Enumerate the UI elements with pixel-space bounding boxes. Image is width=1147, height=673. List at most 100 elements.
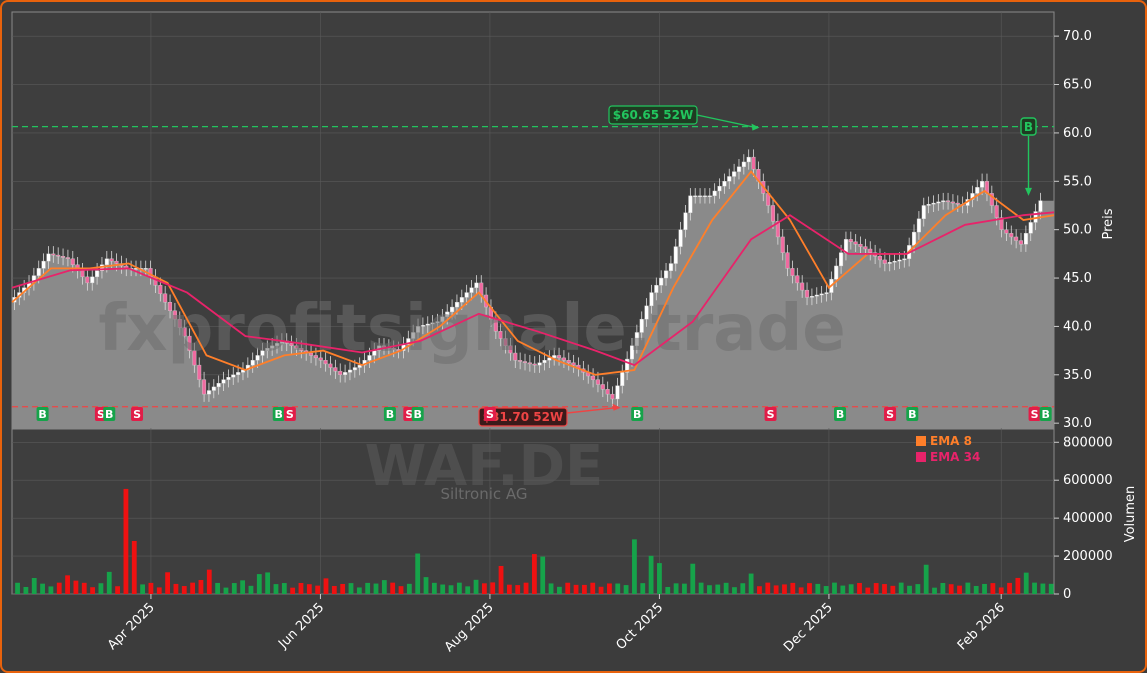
volume-bar xyxy=(523,582,529,594)
signal-label: B xyxy=(386,408,394,421)
candle-body xyxy=(809,295,814,298)
volume-bar xyxy=(807,583,812,594)
ticker-watermark: WAF.DE xyxy=(365,434,604,499)
candle-body xyxy=(892,260,897,263)
candle-body xyxy=(518,360,523,362)
candle-body xyxy=(751,156,756,170)
time-tick-label: Aug 2025 xyxy=(442,600,497,655)
candle-body xyxy=(566,360,571,363)
signal-label: S xyxy=(1031,408,1039,421)
candle-body xyxy=(440,316,445,322)
volume-bar xyxy=(615,583,621,594)
candle-body xyxy=(989,193,994,206)
candle-body xyxy=(912,231,917,246)
volume-bar xyxy=(306,584,312,594)
candle-body xyxy=(435,321,440,323)
candle-body xyxy=(848,239,853,242)
time-tick-label: Jun 2025 xyxy=(275,600,327,652)
volume-bar xyxy=(248,585,254,594)
candle-body xyxy=(1004,229,1009,234)
candle-body xyxy=(367,355,372,361)
candle-body xyxy=(595,379,600,385)
volume-bar xyxy=(40,583,45,594)
volume-bar xyxy=(331,585,337,594)
volume-bar xyxy=(790,582,796,594)
candle-body xyxy=(289,343,294,346)
volume-bar xyxy=(381,580,387,594)
volume-bar xyxy=(356,587,362,594)
candle-body xyxy=(591,375,596,380)
candle-body xyxy=(260,350,265,356)
volume-bar xyxy=(940,582,946,594)
legend-swatch xyxy=(916,436,926,446)
volume-bar xyxy=(798,587,804,594)
candle-body xyxy=(926,204,931,206)
candle-body xyxy=(323,360,328,365)
candle-body xyxy=(746,156,751,163)
candle-body xyxy=(197,364,202,380)
candle-body xyxy=(80,270,85,278)
volume-bar xyxy=(890,585,896,594)
volume-bar xyxy=(198,579,204,594)
candle-body xyxy=(430,322,435,325)
volume-bar xyxy=(181,586,187,594)
candle-body xyxy=(236,372,241,375)
price-tick-label: 65.0 xyxy=(1063,78,1092,93)
candle-body xyxy=(887,262,892,264)
candle-body xyxy=(693,195,698,198)
candle-body xyxy=(537,362,542,366)
volume-bar xyxy=(1032,582,1037,594)
signal-label: B xyxy=(105,408,113,421)
volume-bar xyxy=(123,488,129,594)
volume-bar xyxy=(106,571,112,594)
volume-bar xyxy=(965,582,971,594)
candle-body xyxy=(294,345,299,349)
volume-bar xyxy=(707,585,712,594)
volume-bar xyxy=(290,587,296,594)
volume-bar xyxy=(98,583,104,594)
buy-signal-marker xyxy=(411,407,424,421)
candle-body xyxy=(557,355,562,359)
volume-bar xyxy=(915,584,921,594)
candle-body xyxy=(352,367,357,371)
signal-label: S xyxy=(486,408,494,421)
watermarks: fxprofitsignale.trade WAF.DE Siltronic A… xyxy=(98,292,845,503)
candle-body xyxy=(498,331,503,339)
candle-body xyxy=(255,355,260,361)
52w-levels: $60.65 52W $31.70 52W xyxy=(12,105,1054,427)
volume-bar xyxy=(1048,583,1054,594)
volume-bar xyxy=(607,583,612,594)
price-tick-label: 45.0 xyxy=(1063,271,1092,286)
candle-body xyxy=(561,357,566,361)
volume-bar xyxy=(431,582,437,594)
candle-body xyxy=(625,358,630,373)
candle-body xyxy=(1038,200,1043,212)
volume-bar xyxy=(723,582,729,594)
signal-label: S xyxy=(405,408,413,421)
volume-bar xyxy=(498,565,504,594)
company-watermark: Siltronic AG xyxy=(440,485,527,503)
signal-label: B xyxy=(908,408,916,421)
volume-bar xyxy=(832,582,837,594)
price-axis: 30.0 35.0 40.0 45.0 50.0 55.0 60.0 65.0 70.0 xyxy=(1054,29,1092,431)
candle-body xyxy=(858,243,863,247)
52w-low-arrow xyxy=(566,407,617,414)
candle-body xyxy=(736,166,741,172)
volume-bar xyxy=(23,586,29,594)
candle-body xyxy=(532,363,537,366)
volume-bar xyxy=(223,587,229,594)
candle-body xyxy=(931,202,936,205)
candle-body xyxy=(999,217,1004,230)
signal-label: S xyxy=(767,408,775,421)
volume-bar xyxy=(140,584,145,594)
candle-body xyxy=(605,389,610,395)
volume-bar xyxy=(365,582,371,594)
volume-bar xyxy=(190,582,196,594)
candle-body xyxy=(882,259,887,264)
volume-bar xyxy=(990,583,996,594)
signal-label: S xyxy=(133,408,141,421)
volume-bar xyxy=(506,584,512,594)
volume-bar xyxy=(840,585,846,594)
volume-bar xyxy=(481,583,487,594)
volume-bar xyxy=(740,583,746,594)
